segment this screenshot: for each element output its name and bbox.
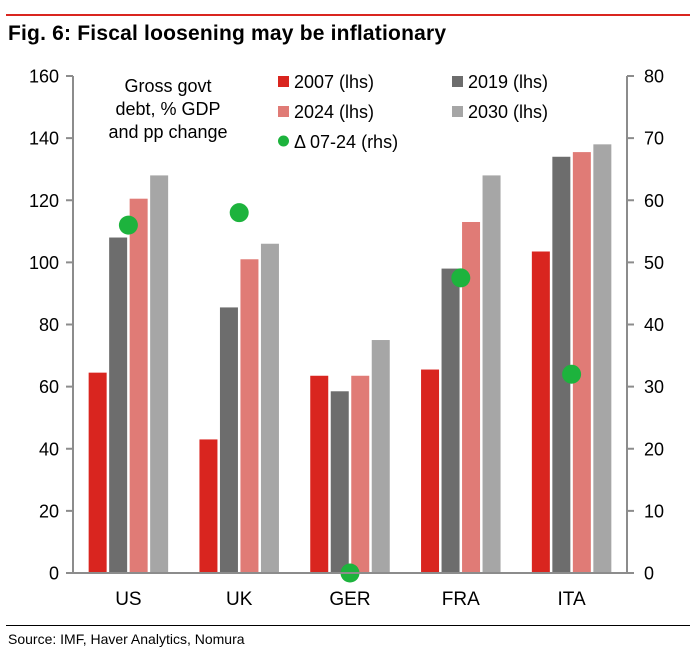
chart-title: Gross govt debt, % GDP and pp change: [108, 76, 227, 142]
x-tick-label-us: US: [115, 589, 141, 610]
chart-title-line: Gross govt: [124, 76, 211, 96]
legend-label-2024: 2024 (lhs): [294, 102, 374, 122]
y-right-tick-label: 10: [644, 501, 664, 521]
title-rule: [6, 14, 690, 16]
dots-layer: [118, 203, 582, 583]
legend-swatch-2024: [278, 106, 289, 117]
figure-title: Fig. 6: Fiscal loosening may be inflatio…: [8, 22, 447, 45]
bar-ita-2030: [593, 144, 612, 573]
y-right-tick-label: 80: [644, 67, 664, 87]
y-right-tick-label: 20: [644, 439, 664, 459]
bar-ger-2019: [330, 391, 349, 573]
y-left-tick-label: 40: [39, 439, 59, 459]
bar-fra-2007: [421, 369, 440, 573]
legend-swatch-2030: [452, 106, 463, 117]
y-left-tick-label: 20: [39, 501, 59, 521]
bars-layer: [88, 144, 612, 574]
dot-ita: [562, 364, 582, 384]
dot-us: [118, 215, 138, 235]
bar-us-2030: [150, 175, 169, 573]
bar-ita-2019: [552, 156, 571, 573]
legend-label-Δ: Δ 07-24 (rhs): [294, 132, 398, 152]
bar-ger-2007: [310, 375, 329, 573]
dot-fra: [451, 268, 471, 288]
legend: 2007 (lhs) 2019 (lhs) 2024 (lhs) 2030 (lhs)…: [278, 72, 548, 152]
y-right-tick-label: 30: [644, 377, 664, 397]
y-right-tick-label: 60: [644, 191, 664, 211]
legend-label-2007: 2007 (lhs): [294, 72, 374, 92]
y-right-tick-label: 0: [644, 564, 654, 584]
x-tick-label-ita: ITA: [558, 589, 586, 610]
legend-swatch-2019: [452, 76, 463, 87]
bar-ger-2030: [371, 340, 390, 573]
x-tick-label-ger: GER: [329, 589, 370, 610]
bar-fra-2030: [482, 175, 501, 573]
y-left-tick-label: 60: [39, 377, 59, 397]
source-note: Source: IMF, Haver Analytics, Nomura: [8, 631, 245, 647]
x-tick-label-uk: UK: [226, 589, 253, 610]
bar-us-2007: [88, 372, 107, 573]
y-left-tick-label: 80: [39, 315, 59, 335]
legend-label-2019: 2019 (lhs): [468, 72, 548, 92]
legend-swatch-2007: [278, 76, 289, 87]
y-left-tick-label: 160: [29, 67, 59, 87]
y-left-tick-label: 120: [29, 191, 59, 211]
bar-ita-2024: [572, 152, 591, 573]
bar-fra-2024: [462, 221, 481, 573]
bar-us-2019: [109, 237, 128, 573]
chart-title-line: and pp change: [108, 122, 227, 142]
y-left-tick-label: 0: [49, 564, 59, 584]
bar-fra-2019: [441, 268, 460, 573]
y-left-tick-label: 100: [29, 253, 59, 273]
bar-ita-2007: [531, 251, 550, 574]
bar-uk-2019: [219, 307, 238, 573]
y-right-tick-label: 50: [644, 253, 664, 273]
y-right-tick-label: 70: [644, 129, 664, 149]
dot-uk: [229, 203, 249, 223]
legend-label-2030: 2030 (lhs): [468, 102, 548, 122]
bar-us-2024: [129, 198, 148, 573]
y-left-tick-label: 140: [29, 129, 59, 149]
bar-uk-2007: [199, 439, 218, 573]
bar-uk-2030: [260, 243, 279, 574]
source-rule: [6, 625, 690, 626]
bar-ger-2024: [351, 375, 370, 573]
legend-marker-dot: [278, 135, 289, 147]
axes-layer: US UK GER FRA ITA020406080100120140160010203…: [29, 67, 664, 611]
x-tick-label-fra: FRA: [442, 589, 480, 610]
bar-uk-2024: [240, 259, 259, 573]
y-right-tick-label: 40: [644, 315, 664, 335]
chart-title-line: debt, % GDP: [115, 99, 220, 119]
